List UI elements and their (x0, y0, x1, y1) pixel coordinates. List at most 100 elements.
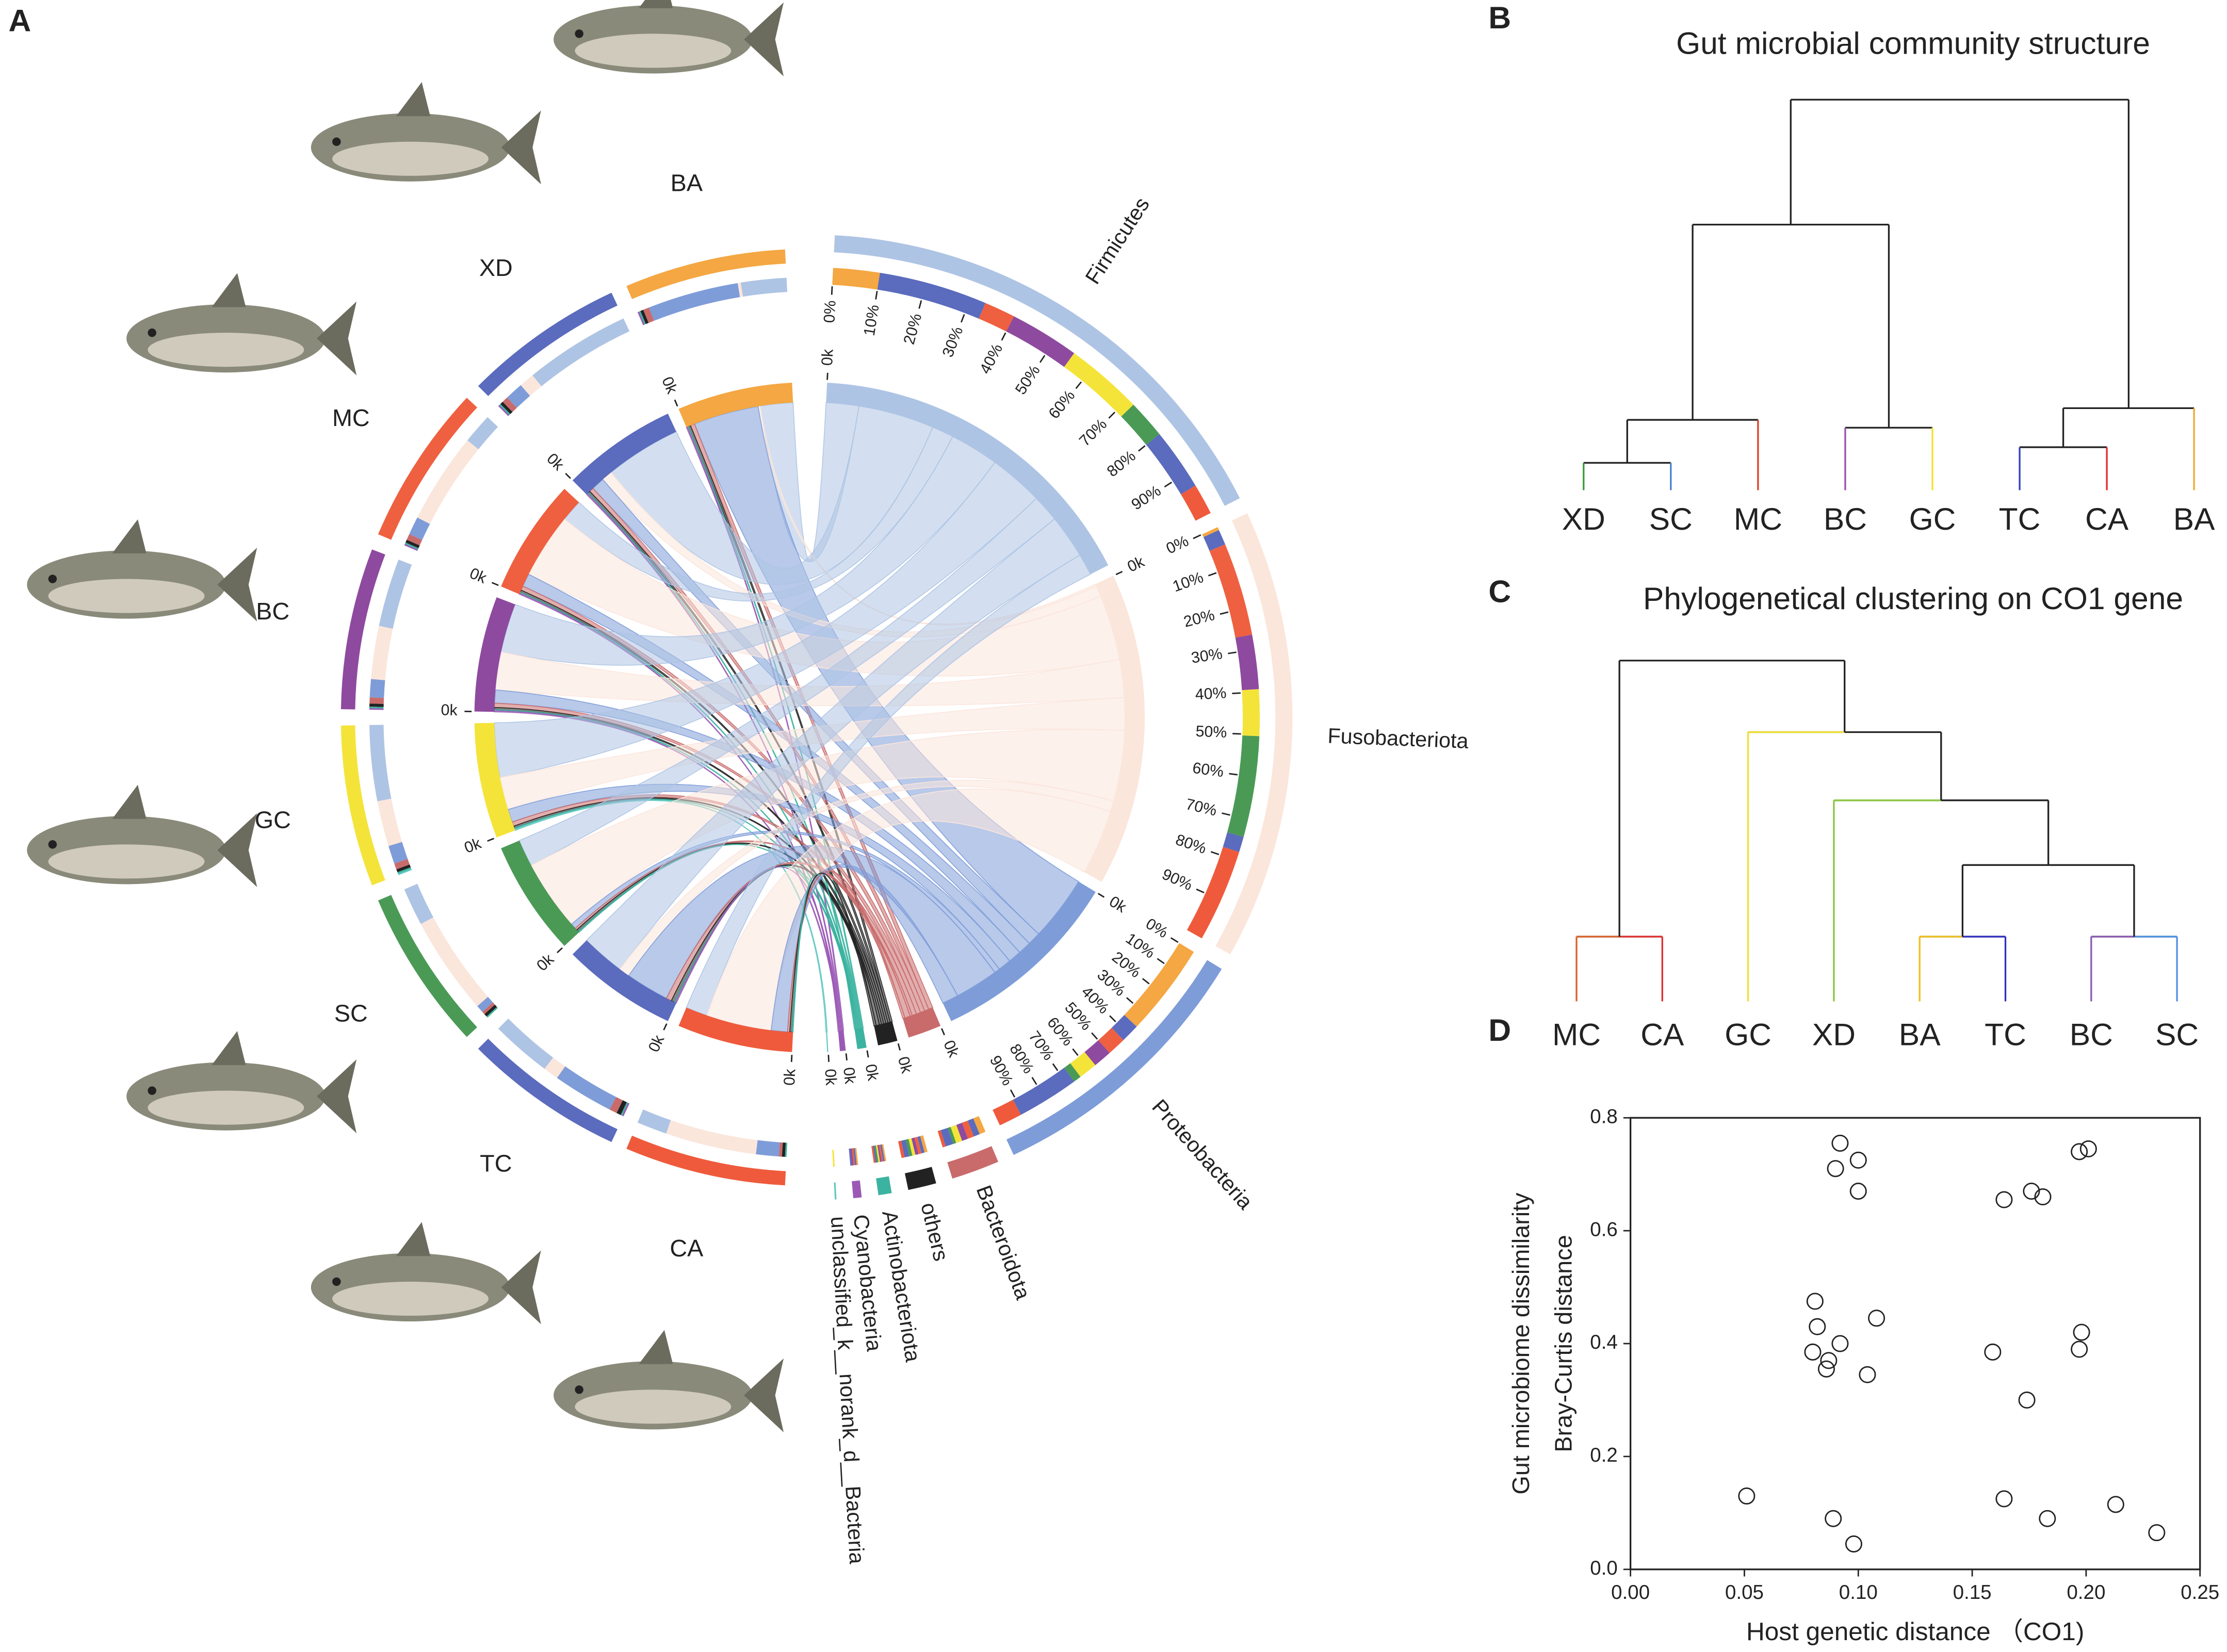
fish-belly (575, 1389, 732, 1424)
sector-label: XD (479, 254, 513, 281)
chord-ribbon (706, 788, 1111, 1031)
ring-tick-label: 60% (1192, 760, 1225, 781)
composition-segment (898, 1140, 905, 1158)
composition-segment (379, 560, 412, 629)
sector-inner-band (942, 881, 1096, 1021)
composition-segment (371, 626, 393, 680)
leaf-label: BC (2070, 1017, 2113, 1052)
scatter-point (1738, 1487, 1755, 1505)
sector-outer-band (478, 1038, 617, 1142)
composition-segment (1064, 1063, 1081, 1082)
inner-tick (674, 399, 678, 407)
scatter-point (1849, 1183, 1867, 1200)
inner-tick (827, 1055, 830, 1062)
composition-segment (877, 272, 986, 319)
y-tick-label: 0.2 (1590, 1444, 1618, 1466)
sector-inner-band (678, 1007, 793, 1052)
sector-outer-band (478, 292, 617, 396)
panel-label: C (1488, 574, 1511, 609)
ring-tick-label: 50% (1195, 723, 1227, 741)
ring-tick (1208, 572, 1217, 577)
composition-segment (1186, 846, 1240, 939)
fish-eye (332, 137, 341, 146)
chord-ribbon (686, 554, 1092, 1016)
scatter-point (2034, 1188, 2052, 1206)
composition-segment (874, 1145, 879, 1163)
panel-label: D (1488, 1012, 1511, 1048)
composition-segment (908, 1138, 916, 1156)
composition-segment (388, 842, 408, 864)
sector-label: CA (670, 1235, 704, 1262)
composition-segment (404, 542, 419, 550)
composition-segment (917, 1136, 925, 1154)
inner-tick-label: 0k (862, 1063, 882, 1083)
inner-tick (565, 472, 571, 479)
leaf-label: CA (2085, 501, 2129, 536)
composition-segment (737, 282, 743, 298)
inner-tick (866, 1050, 869, 1058)
chord-ribbon (586, 518, 1081, 970)
ring-tick (1170, 937, 1179, 943)
leaf-label: SC (2155, 1017, 2199, 1052)
leaf-label: TC (1999, 501, 2041, 536)
scatter-point (2018, 1391, 2036, 1409)
ring-tick (1222, 812, 1230, 816)
scatter-point (1809, 1318, 1826, 1335)
composition-segment (901, 1139, 909, 1157)
fish-belly (48, 579, 205, 613)
composition-segment (498, 1018, 554, 1069)
sector-inner-band (1084, 576, 1145, 882)
chord-ribbon (789, 872, 877, 1033)
fish-tail (501, 110, 541, 185)
leaf-label: MC (1734, 501, 1782, 536)
fish-belly (148, 333, 304, 367)
composition-segment (877, 1144, 882, 1162)
sector-inner-band (572, 414, 677, 495)
sector-outer-band (876, 1176, 892, 1196)
composition-segment (880, 1144, 885, 1162)
fish-illustration (554, 1330, 784, 1432)
inner-tick (663, 1023, 668, 1031)
fish-belly (332, 141, 489, 176)
composition-segment (855, 1148, 858, 1165)
composition-segment (872, 1146, 877, 1163)
fish-tail (744, 2, 784, 76)
ring-tick-label: 0% (821, 300, 839, 323)
panel-label: B (1488, 0, 1511, 35)
sector-label: BA (671, 169, 703, 196)
composition-segment (648, 283, 740, 321)
fish-fin (212, 273, 246, 307)
fish-eye (575, 1385, 583, 1394)
sector-inner-band (838, 1031, 846, 1051)
scatter-point (1995, 1490, 2013, 1508)
leaf-label: BC (1824, 501, 1867, 536)
scatter-point (2073, 1323, 2090, 1341)
fish-belly (48, 844, 205, 879)
composition-segment (911, 1137, 919, 1155)
composition-segment (499, 404, 511, 415)
ring-tick (1126, 997, 1134, 1004)
composition-segment (502, 397, 517, 412)
composition-segment (637, 312, 645, 325)
sector-outer-band (852, 1180, 862, 1199)
x-tick-label: 0.00 (1611, 1581, 1650, 1604)
ring-tick (1142, 978, 1150, 985)
leaf-label: XD (1812, 1017, 1856, 1052)
x-tick-label: 0.10 (1839, 1581, 1878, 1604)
inner-tick (487, 838, 495, 842)
composition-segment (1203, 530, 1226, 551)
composition-segment (609, 1097, 623, 1113)
composition-segment (404, 544, 418, 551)
composition-segment (622, 1103, 630, 1117)
composition-segment (1124, 943, 1194, 1027)
composition-segment (1070, 1052, 1096, 1077)
sector-inner-band (501, 840, 579, 946)
composition-segment (882, 1144, 886, 1162)
ring-tick (1031, 1077, 1037, 1085)
inner-tick (1115, 570, 1123, 576)
ring-tick (1039, 355, 1046, 363)
sector-outer-band (904, 1167, 936, 1190)
ring-tick (1052, 1063, 1059, 1071)
sector-inner-band (826, 383, 1109, 575)
composition-segment (417, 440, 479, 524)
